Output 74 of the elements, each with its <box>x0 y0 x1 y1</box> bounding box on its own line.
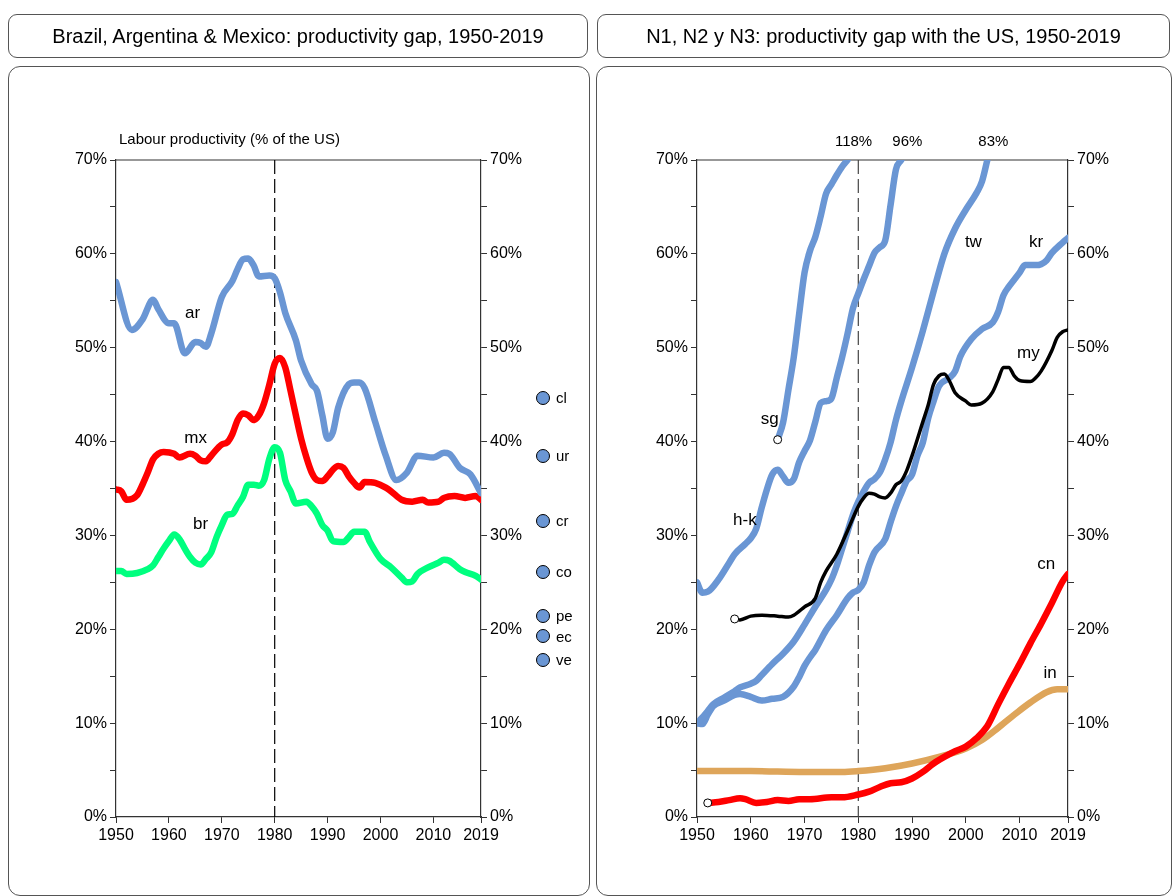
series-label: cn <box>1037 553 1056 573</box>
x-tick-label: 2019 <box>1050 826 1086 844</box>
x-tick-label: 1950 <box>679 826 715 844</box>
y2-tick-label: 40% <box>490 431 523 449</box>
y2-tick-label: 0% <box>1077 807 1101 825</box>
x-tick-label: 1980 <box>840 826 877 844</box>
x-tick-label: 2010 <box>1001 826 1038 844</box>
annotation: 83% <box>978 132 1009 150</box>
point <box>703 798 713 808</box>
x-tick-label: 1970 <box>204 826 240 844</box>
x-tick-label: 1960 <box>151 826 187 844</box>
y2-tick-label: 60% <box>1077 244 1110 262</box>
point <box>730 614 740 624</box>
text: pe <box>556 607 573 625</box>
y-tick-label: 20% <box>655 619 688 637</box>
chart-title: Brazil, Argentina & Mexico: productivity gap, 1950-2019 <box>8 14 588 58</box>
y2-tick-label: 20% <box>1077 619 1110 637</box>
annotation: 96% <box>892 132 923 150</box>
x-tick-label: 1950 <box>98 826 134 844</box>
text: cr <box>556 512 569 530</box>
y2-tick-label: 70% <box>490 150 523 168</box>
x-tick-label: 2010 <box>415 826 452 844</box>
y-tick-label: 40% <box>74 431 107 449</box>
y-tick-label: 20% <box>74 619 107 637</box>
y-tick-label: 50% <box>74 338 107 356</box>
y2-tick-label: 30% <box>490 525 523 543</box>
y-tick-label: 40% <box>655 431 688 449</box>
text: ec <box>556 627 572 645</box>
y-tick-label: 10% <box>74 713 107 731</box>
series-label: ar <box>185 303 201 323</box>
series-label: kr <box>1029 232 1044 252</box>
x-tick-label: 1960 <box>732 826 769 844</box>
y2-tick-label: 40% <box>1077 431 1110 449</box>
series-label: sg <box>760 408 779 428</box>
y-tick-label: 0% <box>664 807 688 825</box>
y2-tick-label: 30% <box>1077 525 1110 543</box>
text: ur <box>556 447 570 465</box>
y-tick-label: 30% <box>655 525 688 543</box>
y-tick-label: 10% <box>655 713 688 731</box>
y2-tick-label: 70% <box>1077 150 1110 168</box>
y2-tick-label: 0% <box>490 807 514 825</box>
series-label: h-k <box>733 510 758 530</box>
y-tick-label: 60% <box>74 244 107 262</box>
series-label: my <box>1016 342 1041 362</box>
series-label: br <box>193 513 209 533</box>
y-tick-label: 50% <box>655 338 688 356</box>
y-tick-label: 0% <box>83 807 107 825</box>
y2-tick-label: 50% <box>490 338 523 356</box>
x-tick-label: 1990 <box>894 826 930 844</box>
series-label: mx <box>184 427 208 447</box>
y-tick-label: 70% <box>74 150 107 168</box>
y2-tick-label: 10% <box>1077 713 1110 731</box>
series-label: tw <box>964 232 983 252</box>
x-tick-label: 1970 <box>786 826 823 844</box>
x-tick-label: 1990 <box>309 826 346 844</box>
point <box>773 435 783 445</box>
series-label: in <box>1043 663 1057 683</box>
y-tick-label: 30% <box>74 525 107 543</box>
y-tick-label: 70% <box>655 150 688 168</box>
y2-tick-label: 60% <box>490 244 523 262</box>
y2-tick-label: 10% <box>490 713 523 731</box>
x-tick-label: 2000 <box>362 826 399 844</box>
x-tick-label: 2000 <box>948 826 984 844</box>
text: ve <box>556 651 572 669</box>
x-tick-label: 2019 <box>463 826 499 844</box>
annotation: 118% <box>834 132 873 150</box>
y-axis-title: Labour productivity (% of the US) <box>119 130 340 148</box>
x-tick-label: 1980 <box>256 826 293 844</box>
chart-title: N1, N2 y N3: productivity gap with the US, 1950-2019 <box>597 14 1170 58</box>
y2-tick-label: 50% <box>1077 338 1110 356</box>
text: cl <box>556 389 567 407</box>
y-tick-label: 60% <box>655 244 688 262</box>
text: co <box>556 563 572 581</box>
y2-tick-label: 20% <box>490 619 523 637</box>
